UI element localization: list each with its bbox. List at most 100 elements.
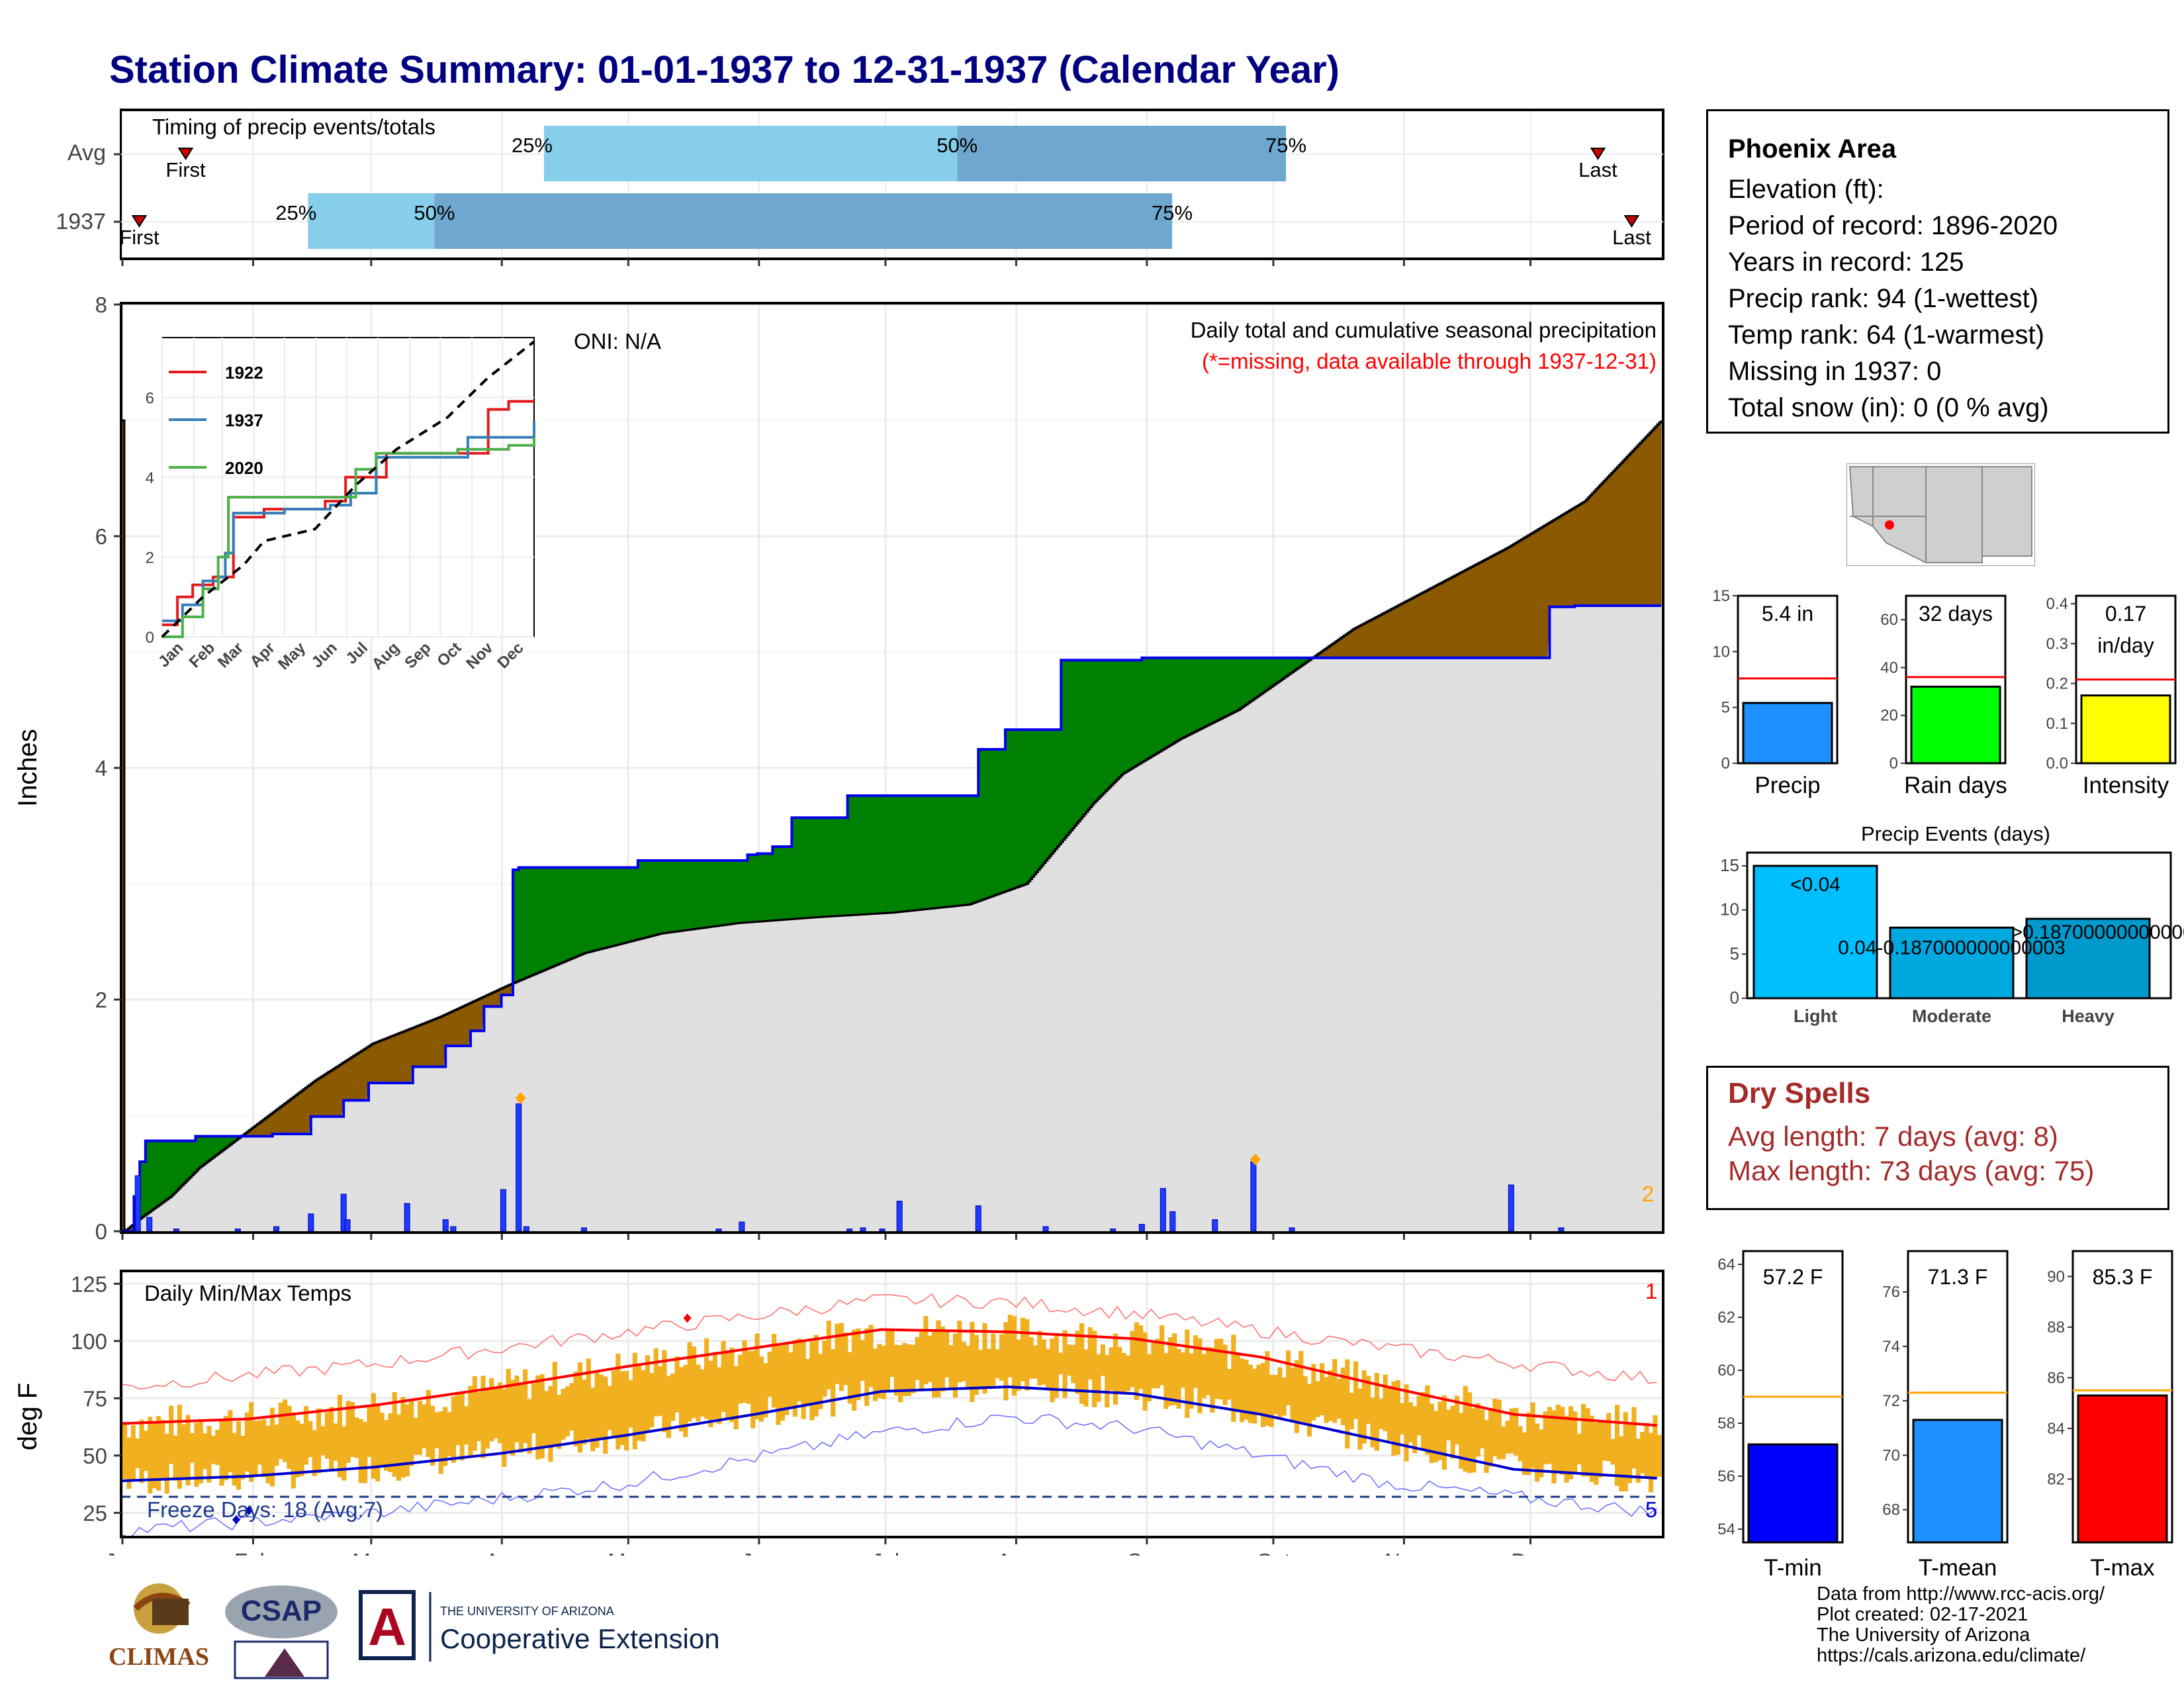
precip-departure-segment xyxy=(1011,729,1014,890)
daily-temp-bar xyxy=(164,1434,169,1494)
month-label: Jun xyxy=(741,1549,776,1556)
precip-departure-segment xyxy=(1040,729,1042,868)
precip-departure-segment xyxy=(353,1056,356,1101)
precip-departure-segment xyxy=(582,867,585,955)
daily-temp-bar xyxy=(1180,1352,1186,1388)
mini-value-label: 5.4 in xyxy=(1762,602,1813,626)
precip-departure-segment xyxy=(995,749,998,895)
precip-departure-segment xyxy=(926,796,929,910)
precip-departure-segment xyxy=(811,818,813,918)
precip-departure-segment xyxy=(1541,527,1545,658)
precip-departure-segment xyxy=(728,861,731,925)
precip-departure-segment xyxy=(1305,657,1308,663)
daily-temp-bar xyxy=(232,1432,237,1486)
precip-departure-segment xyxy=(467,1004,469,1046)
precip-departure-segment xyxy=(509,984,512,995)
precip-departure-segment xyxy=(834,818,837,916)
daily-temp-bar xyxy=(1046,1348,1051,1391)
daily-temp-bar xyxy=(1361,1370,1367,1444)
precip-departure-segment xyxy=(774,847,777,921)
mini-temp-value-label: 57.2 F xyxy=(1763,1265,1823,1289)
precip-departure-segment xyxy=(1395,606,1398,658)
daily-temp-bar xyxy=(329,1407,334,1472)
precip-departure-segment xyxy=(1199,657,1203,729)
precip-departure-segment xyxy=(328,1072,331,1117)
events-ytick-label: 0 xyxy=(1730,988,1739,1008)
daily-temp-bar xyxy=(228,1410,233,1472)
precip-departure-segment xyxy=(1161,657,1163,751)
events-bar xyxy=(2025,917,2151,1000)
timing-p75-label: 75% xyxy=(1265,134,1306,157)
precip-ytick-label: 6 xyxy=(95,524,107,549)
precip-departure-segment xyxy=(157,1141,159,1207)
daily-temp-bar xyxy=(1412,1406,1418,1454)
precip-departure-segment xyxy=(923,796,925,910)
precip-departure-segment xyxy=(786,847,789,920)
daily-temp-bar xyxy=(1522,1432,1527,1475)
precip-departure-segment xyxy=(351,1057,354,1101)
precip-departure-segment xyxy=(1255,657,1258,698)
precip-departure-segment xyxy=(145,1141,148,1215)
daily-temp-bar xyxy=(1450,1405,1455,1459)
precip-departure-segment xyxy=(836,818,839,916)
precip-departure-segment xyxy=(1128,660,1131,771)
precip-departure-segment xyxy=(395,1034,398,1083)
daily-temp-bar xyxy=(1138,1325,1144,1389)
precip-departure-segment xyxy=(414,1027,418,1067)
daily-temp-bar xyxy=(1134,1322,1139,1400)
precip-departure-segment xyxy=(1484,559,1487,658)
precip-departure-segment xyxy=(1539,528,1543,658)
precip-legend-line2: (*=missing, data available through 1937-… xyxy=(1202,349,1657,373)
daily-temp-bar xyxy=(249,1402,254,1482)
precip-departure-segment xyxy=(711,861,713,927)
inset-legend-1937: 1937 xyxy=(225,410,263,430)
precip-departure-segment xyxy=(1655,426,1658,606)
precip-departure-segment xyxy=(670,861,673,933)
daily-temp-bar xyxy=(1551,1410,1557,1483)
precip-departure-segment xyxy=(1109,660,1112,788)
daily-temp-bar xyxy=(1484,1420,1489,1474)
precip-departure-segment xyxy=(1263,657,1265,692)
precip-departure-segment xyxy=(492,992,494,1007)
precip-departure-segment xyxy=(945,796,948,908)
precip-departure-segment xyxy=(1574,507,1577,606)
precip-departure-segment xyxy=(762,853,766,921)
freeze-days: Freeze Days: 18 (Avg:7) xyxy=(147,1497,383,1522)
precip-departure-segment xyxy=(469,1004,471,1046)
precip-departure-segment xyxy=(1576,506,1579,606)
precip-departure-segment xyxy=(1345,634,1348,658)
timing-bar-50-75 xyxy=(434,193,1173,249)
mini-value-unit: in/day xyxy=(2097,633,2154,657)
precip-departure-segment xyxy=(632,867,635,941)
daily-temp-bar xyxy=(1146,1354,1152,1402)
precip-departure-segment xyxy=(305,1088,308,1134)
precip-departure-segment xyxy=(1182,657,1185,738)
daily-temp-bar xyxy=(345,1401,351,1463)
daily-precip-bar xyxy=(739,1221,745,1232)
precip-departure-segment xyxy=(330,1070,333,1117)
precip-departure-segment xyxy=(618,867,621,945)
mini-ytick-label: 0.1 xyxy=(2046,715,2068,733)
precip-departure-segment xyxy=(1477,564,1479,658)
daily-temp-bar xyxy=(139,1419,144,1483)
daily-temp-bar xyxy=(893,1344,899,1396)
precip-departure-segment xyxy=(180,1141,183,1187)
precip-departure-segment xyxy=(1122,660,1125,774)
precip-departure-segment xyxy=(393,1035,396,1083)
precip-departure-segment xyxy=(1380,614,1383,658)
precip-departure-segment xyxy=(1253,657,1256,700)
daily-temp-bar xyxy=(265,1425,271,1483)
precip-base-area xyxy=(122,606,1661,1231)
precip-departure-segment xyxy=(282,1105,285,1134)
precip-departure-segment xyxy=(1530,534,1533,658)
daily-temp-bar xyxy=(881,1346,886,1399)
record-precip-marker xyxy=(515,1092,526,1104)
precip-departure-segment xyxy=(1170,657,1173,745)
daily-temp-bar xyxy=(1572,1411,1578,1472)
daily-precip-bar xyxy=(1169,1211,1176,1232)
precip-departure-segment xyxy=(963,796,966,906)
daily-temp-bar xyxy=(354,1417,359,1458)
daily-temp-bar xyxy=(1383,1374,1388,1432)
daily-precip-bar xyxy=(1558,1227,1565,1232)
precip-departure-segment xyxy=(1520,539,1524,658)
